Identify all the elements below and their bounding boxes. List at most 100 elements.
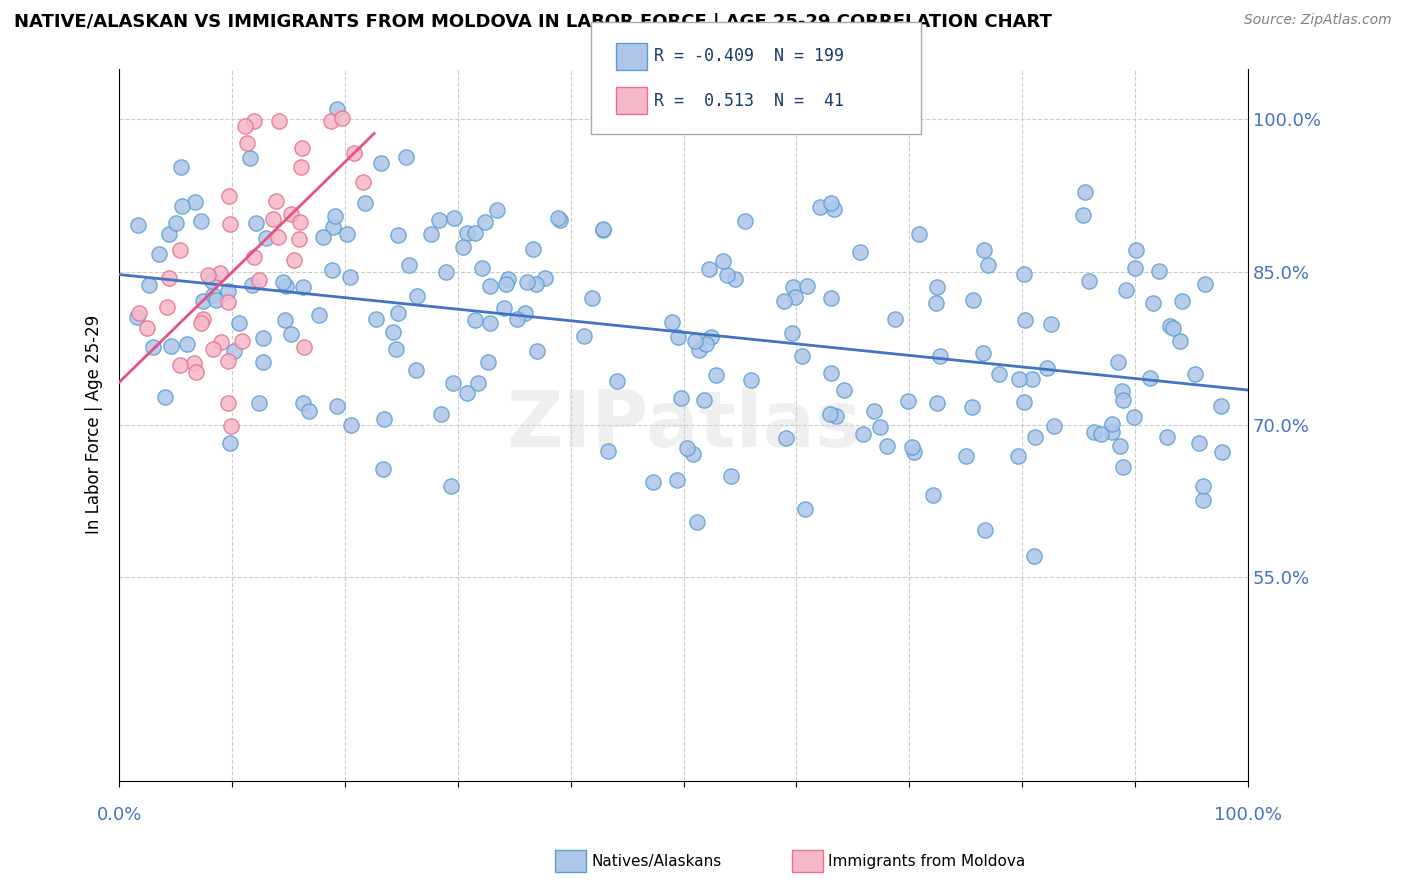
Point xyxy=(405,363,427,377)
Point xyxy=(661,315,683,329)
Point xyxy=(492,301,515,315)
Point xyxy=(191,293,214,308)
Y-axis label: In Labor Force | Age 25-29: In Labor Force | Age 25-29 xyxy=(86,315,103,534)
Point xyxy=(186,365,208,379)
Point xyxy=(955,449,977,463)
Point xyxy=(682,447,704,461)
Point xyxy=(343,146,366,161)
Point xyxy=(1147,264,1170,278)
Point xyxy=(824,409,846,423)
Point xyxy=(697,262,720,277)
Point xyxy=(823,202,845,216)
Point xyxy=(219,217,242,231)
Point xyxy=(1071,208,1094,222)
Point xyxy=(441,376,464,391)
Point xyxy=(1209,400,1232,414)
Point xyxy=(522,242,544,256)
Point xyxy=(700,329,723,343)
Point xyxy=(495,277,517,291)
Point xyxy=(254,231,277,245)
Point xyxy=(785,290,807,304)
Point xyxy=(818,407,841,421)
Point xyxy=(463,313,485,327)
Point xyxy=(280,327,302,342)
Point xyxy=(773,294,796,309)
Point xyxy=(169,359,191,373)
Text: ZIPatlas: ZIPatlas xyxy=(506,387,860,463)
Point xyxy=(796,279,818,293)
Point xyxy=(243,114,266,128)
Point xyxy=(693,392,716,407)
Point xyxy=(1139,371,1161,385)
Point xyxy=(201,342,224,356)
Point xyxy=(169,244,191,258)
Point xyxy=(464,226,486,240)
Point xyxy=(326,103,349,117)
Point xyxy=(245,216,267,230)
Point xyxy=(330,111,353,125)
Point xyxy=(1101,425,1123,439)
Point xyxy=(456,386,478,401)
Point xyxy=(516,275,538,289)
Point xyxy=(547,211,569,225)
Point xyxy=(869,419,891,434)
Point xyxy=(524,277,547,291)
Point xyxy=(1163,321,1185,335)
Point xyxy=(204,293,226,308)
Point xyxy=(276,279,298,293)
Point xyxy=(326,399,349,413)
Point xyxy=(820,195,842,210)
Point xyxy=(987,367,1010,381)
Point xyxy=(1168,334,1191,348)
Text: 0.0%: 0.0% xyxy=(97,806,142,824)
Point xyxy=(384,342,406,356)
Point xyxy=(1021,372,1043,386)
Point xyxy=(157,270,180,285)
Point xyxy=(675,441,697,455)
Point xyxy=(883,311,905,326)
Point xyxy=(929,349,952,363)
Point xyxy=(1007,449,1029,463)
Point xyxy=(290,215,312,229)
Point xyxy=(506,312,529,326)
Point xyxy=(962,293,984,307)
Point xyxy=(434,265,457,279)
Point xyxy=(217,284,239,298)
Point xyxy=(1014,267,1036,281)
Point xyxy=(398,258,420,272)
Point xyxy=(901,440,924,454)
Point xyxy=(592,223,614,237)
Text: Natives/Alaskans: Natives/Alaskans xyxy=(592,855,723,869)
Point xyxy=(382,325,405,339)
Point xyxy=(322,219,344,234)
Point xyxy=(1040,317,1063,331)
Point xyxy=(533,271,555,285)
Point xyxy=(908,227,931,241)
Point xyxy=(467,376,489,390)
Point xyxy=(266,194,288,208)
Point xyxy=(336,227,359,241)
Point xyxy=(280,207,302,221)
Text: NATIVE/ALASKAN VS IMMIGRANTS FROM MOLDOVA IN LABOR FORCE | AGE 25-29 CORRELATION: NATIVE/ALASKAN VS IMMIGRANTS FROM MOLDOV… xyxy=(14,13,1052,31)
Point xyxy=(477,355,499,369)
Point xyxy=(138,277,160,292)
Point xyxy=(977,258,1000,272)
Point xyxy=(734,214,756,228)
Point xyxy=(354,195,377,210)
Point xyxy=(666,330,689,344)
Point xyxy=(863,404,886,418)
Point xyxy=(925,395,948,409)
Point xyxy=(193,312,215,326)
Point xyxy=(716,268,738,282)
Point xyxy=(267,114,290,128)
Point xyxy=(669,391,692,405)
Point xyxy=(156,300,179,314)
Point xyxy=(262,211,284,226)
Point xyxy=(685,334,707,348)
Text: Source: ZipAtlas.com: Source: ZipAtlas.com xyxy=(1244,13,1392,28)
Point xyxy=(1090,426,1112,441)
Point xyxy=(704,368,727,382)
Point xyxy=(1043,418,1066,433)
Point xyxy=(430,407,453,421)
Point xyxy=(474,215,496,229)
